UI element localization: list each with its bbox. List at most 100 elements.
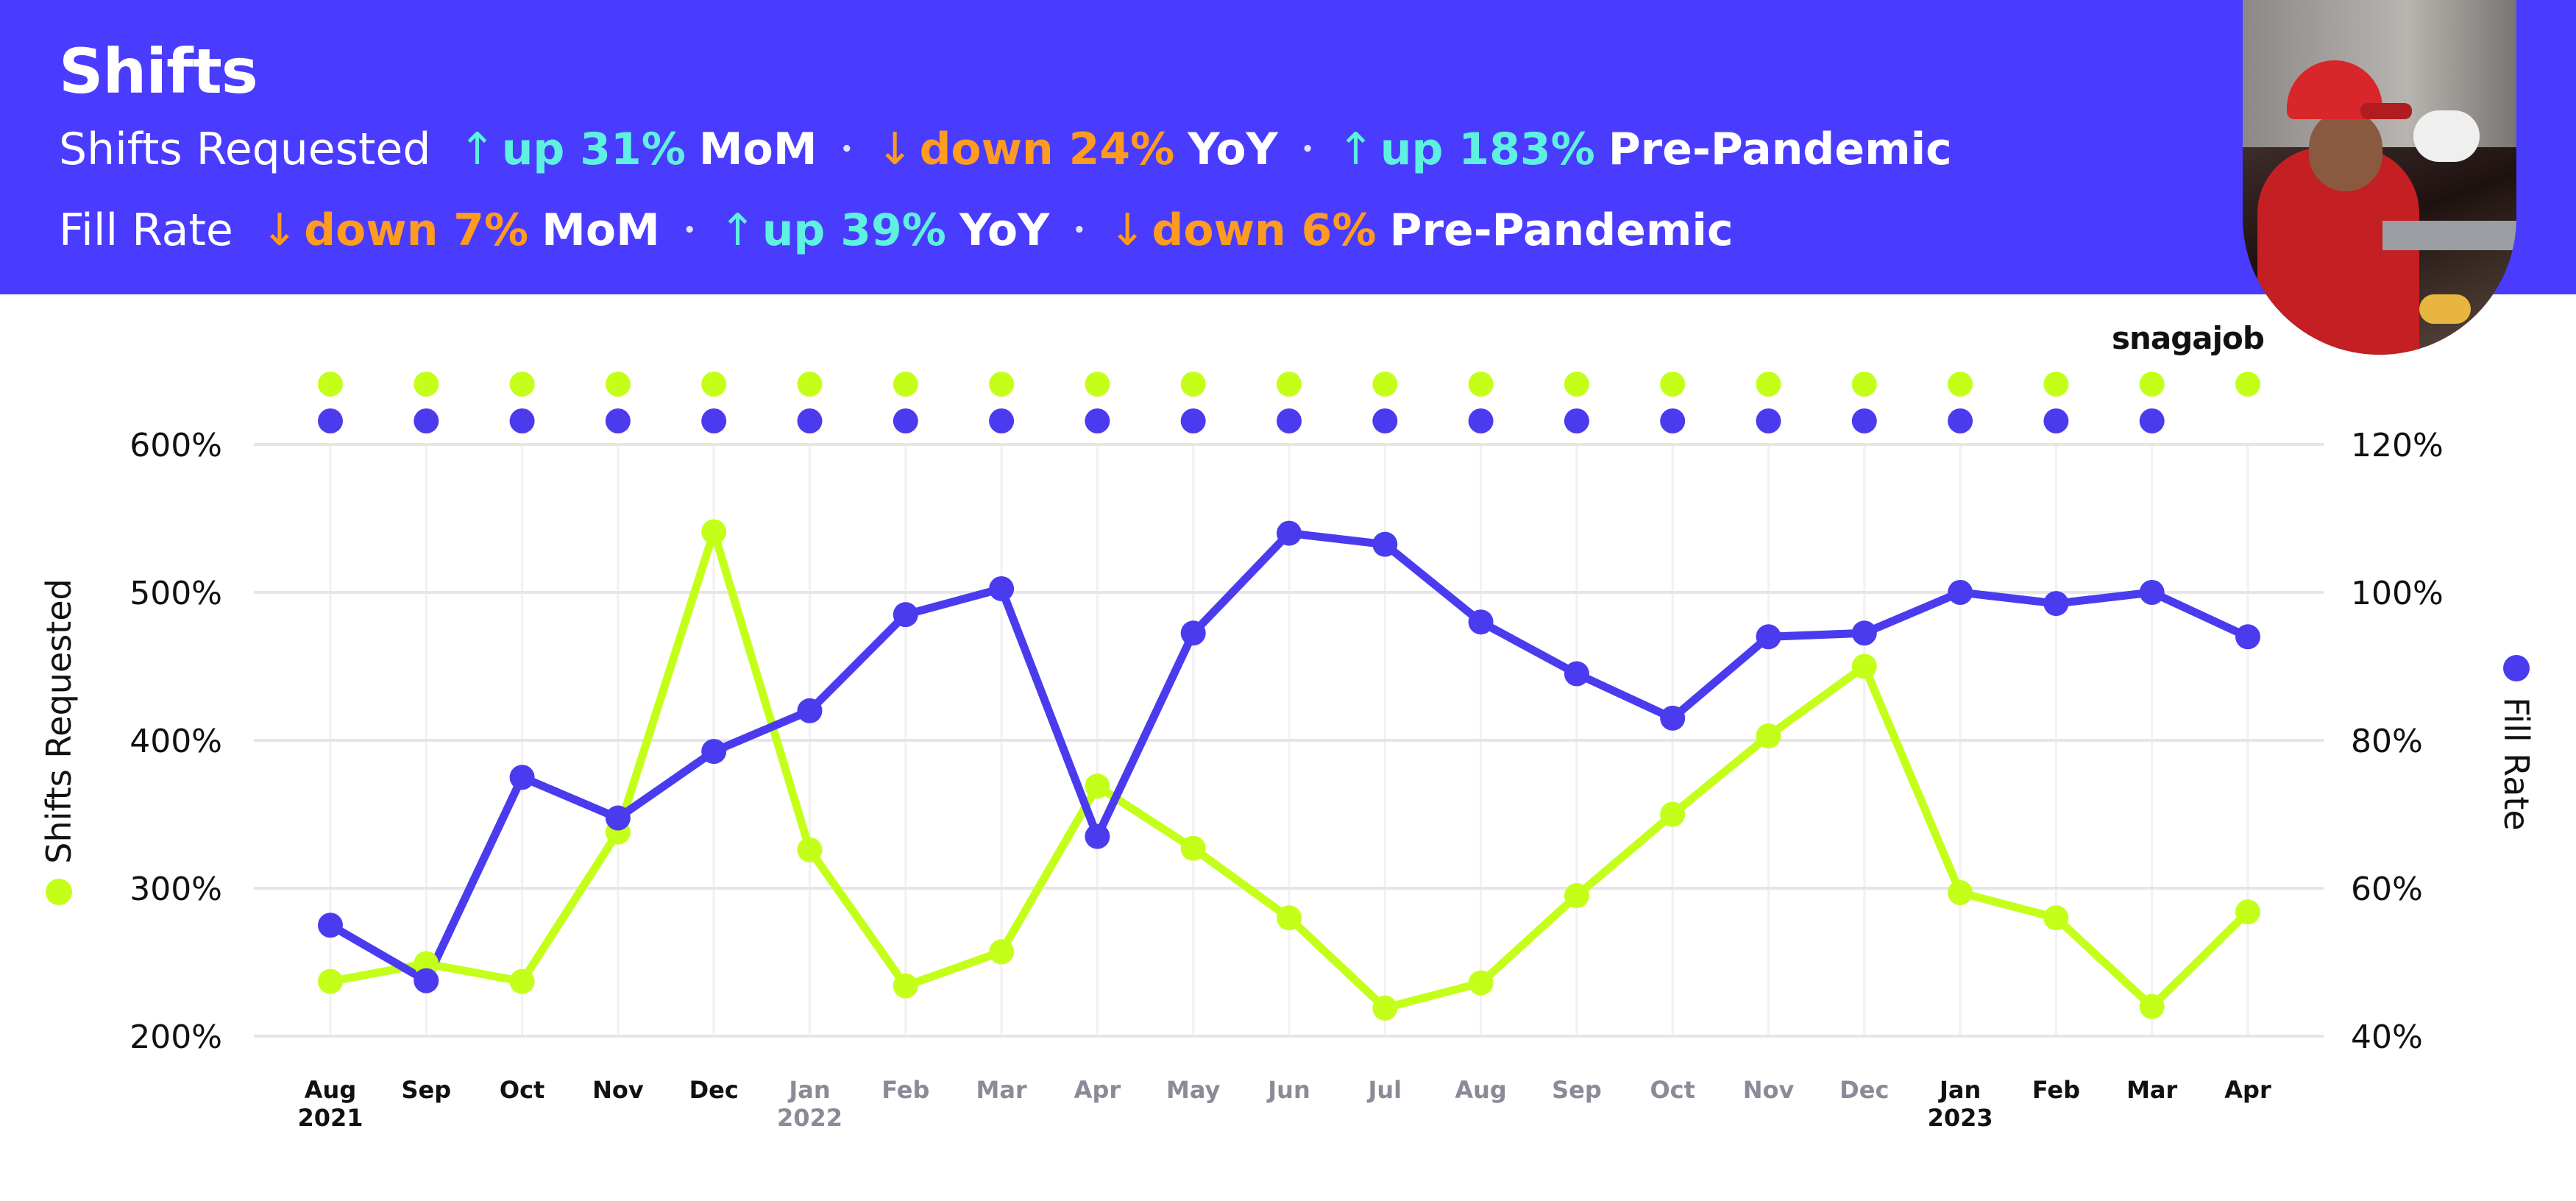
fill-rate-marker-dot <box>1277 408 1302 433</box>
fill-rate-marker-dot <box>1756 408 1781 433</box>
fill-rate-marker-dot <box>989 408 1015 433</box>
shifts-requested-point <box>1372 995 1398 1021</box>
stat-delta: down 6% <box>1152 205 1377 256</box>
shifts-marker-dot <box>1948 372 1973 397</box>
fill-rate-point <box>2043 591 2069 617</box>
x-axis-tick: Oct <box>1650 1076 1695 1104</box>
x-axis-tick: Jul <box>1366 1076 1402 1104</box>
stat-mom: ↑ up 31% MoM <box>458 124 817 175</box>
right-axis-tick: 100% <box>2351 575 2444 612</box>
shifts-requested-point <box>1468 970 1494 996</box>
fill-rate-point <box>1660 705 1686 731</box>
stat-pre-pandemic: ↓ down 6% Pre-Pandemic <box>1109 205 1733 256</box>
arrow-down-icon: ↓ <box>260 205 299 256</box>
fill-rate-point <box>414 968 439 993</box>
shifts-marker-dot <box>318 372 343 397</box>
stat-period: YoY <box>1188 124 1278 175</box>
fill-rate-point <box>701 739 727 765</box>
fill-rate-point <box>1468 609 1494 635</box>
shifts-requested-point <box>1948 880 1973 906</box>
page-title: Shifts <box>59 35 258 107</box>
shifts-requested-point <box>318 968 343 994</box>
x-axis-tick: Dec <box>1839 1076 1889 1104</box>
fill-rate-point <box>318 913 343 938</box>
shifts-marker-dot <box>701 372 727 397</box>
arrow-up-icon: ↑ <box>458 124 496 175</box>
fill-rate-marker-dot <box>414 408 439 433</box>
x-axis-tick: Mar <box>976 1076 1026 1104</box>
restaurant-worker-photo <box>2243 0 2516 355</box>
fill-rate-point <box>1756 624 1781 650</box>
stat-period: MoM <box>698 124 817 175</box>
fill-rate-marker-dot <box>1660 408 1686 433</box>
shifts-requested-legend-dot <box>46 879 72 905</box>
shifts-requested-point <box>1756 723 1781 748</box>
shifts-requested-point <box>701 519 727 545</box>
shifts-requested-point <box>2139 993 2165 1019</box>
stat-delta: up 183% <box>1380 124 1595 175</box>
x-axis-year: 2021 <box>297 1104 363 1132</box>
right-axis-tick: 80% <box>2351 723 2423 760</box>
fill-rate-marker-dot <box>1468 408 1494 433</box>
fill-rate-point <box>2139 580 2165 605</box>
x-axis-tick: Sep <box>401 1076 451 1104</box>
shifts-requested-point <box>1851 653 1877 679</box>
stat-pre-pandemic: ↑ up 183% Pre-Pandemic <box>1338 124 1952 175</box>
arrow-up-icon: ↑ <box>719 205 756 256</box>
left-axis-tick: 200% <box>129 1018 222 1056</box>
right-axis-tick: 40% <box>2351 1018 2423 1056</box>
fill-rate-marker-dot <box>605 408 631 433</box>
shifts-marker-dot <box>509 372 535 397</box>
left-axis-tick: 600% <box>129 427 222 464</box>
fill-rate-marker-dot <box>2043 408 2069 433</box>
x-axis-tick: Aug <box>1455 1076 1506 1104</box>
shifts-requested-row: Shifts Requested ↑ up 31% MoM • ↓ down 24% YoY •… <box>59 124 1952 175</box>
separator-dot: • <box>683 219 696 241</box>
stat-delta: down 7% <box>304 205 529 256</box>
shifts-marker-dot <box>1756 372 1781 397</box>
shifts-requested-point <box>1085 773 1110 799</box>
metric-name: Shifts Requested <box>59 124 431 175</box>
fill-rate-marker-dot <box>509 408 535 433</box>
shifts-requested-point <box>2043 905 2069 931</box>
stat-delta: down 24% <box>919 124 1175 175</box>
x-axis-tick: Feb <box>2032 1076 2080 1104</box>
fill-rate-marker-dot <box>1564 408 1589 433</box>
x-axis-tick: Nov <box>592 1076 644 1104</box>
shifts-marker-dot <box>1660 372 1686 397</box>
shifts-marker-dot <box>414 372 439 397</box>
shifts-marker-dot <box>1180 372 1206 397</box>
fill-rate-marker-dot <box>1372 408 1398 433</box>
shifts-marker-dot <box>2139 372 2165 397</box>
right-axis-tick: 120% <box>2351 427 2444 464</box>
x-axis-tick: Dec <box>689 1076 739 1104</box>
x-axis-tick: Mar <box>2126 1076 2177 1104</box>
shifts-marker-dot <box>1372 372 1398 397</box>
shifts-marker-dot <box>1085 372 1110 397</box>
shifts-marker-dot <box>2043 372 2069 397</box>
snagajob-logo: snagajob <box>2112 320 2265 356</box>
fill-rate-point <box>1372 531 1398 557</box>
fill-rate-marker-dot <box>701 408 727 433</box>
metric-name: Fill Rate <box>59 205 233 256</box>
shifts-marker-dot <box>797 372 823 397</box>
shifts-requested-point <box>1660 801 1686 827</box>
fill-rate-point <box>893 602 918 628</box>
left-axis-tick: 500% <box>129 575 222 612</box>
left-axis-tick: 300% <box>129 871 222 908</box>
x-axis-year: 2022 <box>777 1104 842 1132</box>
separator-dot: • <box>1073 219 1086 241</box>
x-axis-tick: Nov <box>1743 1076 1795 1104</box>
shifts-requested-point <box>509 968 535 994</box>
stat-period: Pre-Pandemic <box>1389 205 1734 256</box>
x-axis-tick: Feb <box>881 1076 929 1104</box>
fill-rate-marker-dot <box>1948 408 1973 433</box>
stat-period: Pre-Pandemic <box>1608 124 1952 175</box>
separator-dot: • <box>1301 138 1314 160</box>
stat-delta: up 39% <box>762 205 946 256</box>
left-axis-label: Shifts Requested <box>39 578 79 864</box>
fill-rate-point <box>509 765 535 790</box>
stat-period: YoY <box>959 205 1050 256</box>
fill-rate-marker-dot <box>893 408 918 433</box>
fill-rate-point <box>1851 620 1877 646</box>
